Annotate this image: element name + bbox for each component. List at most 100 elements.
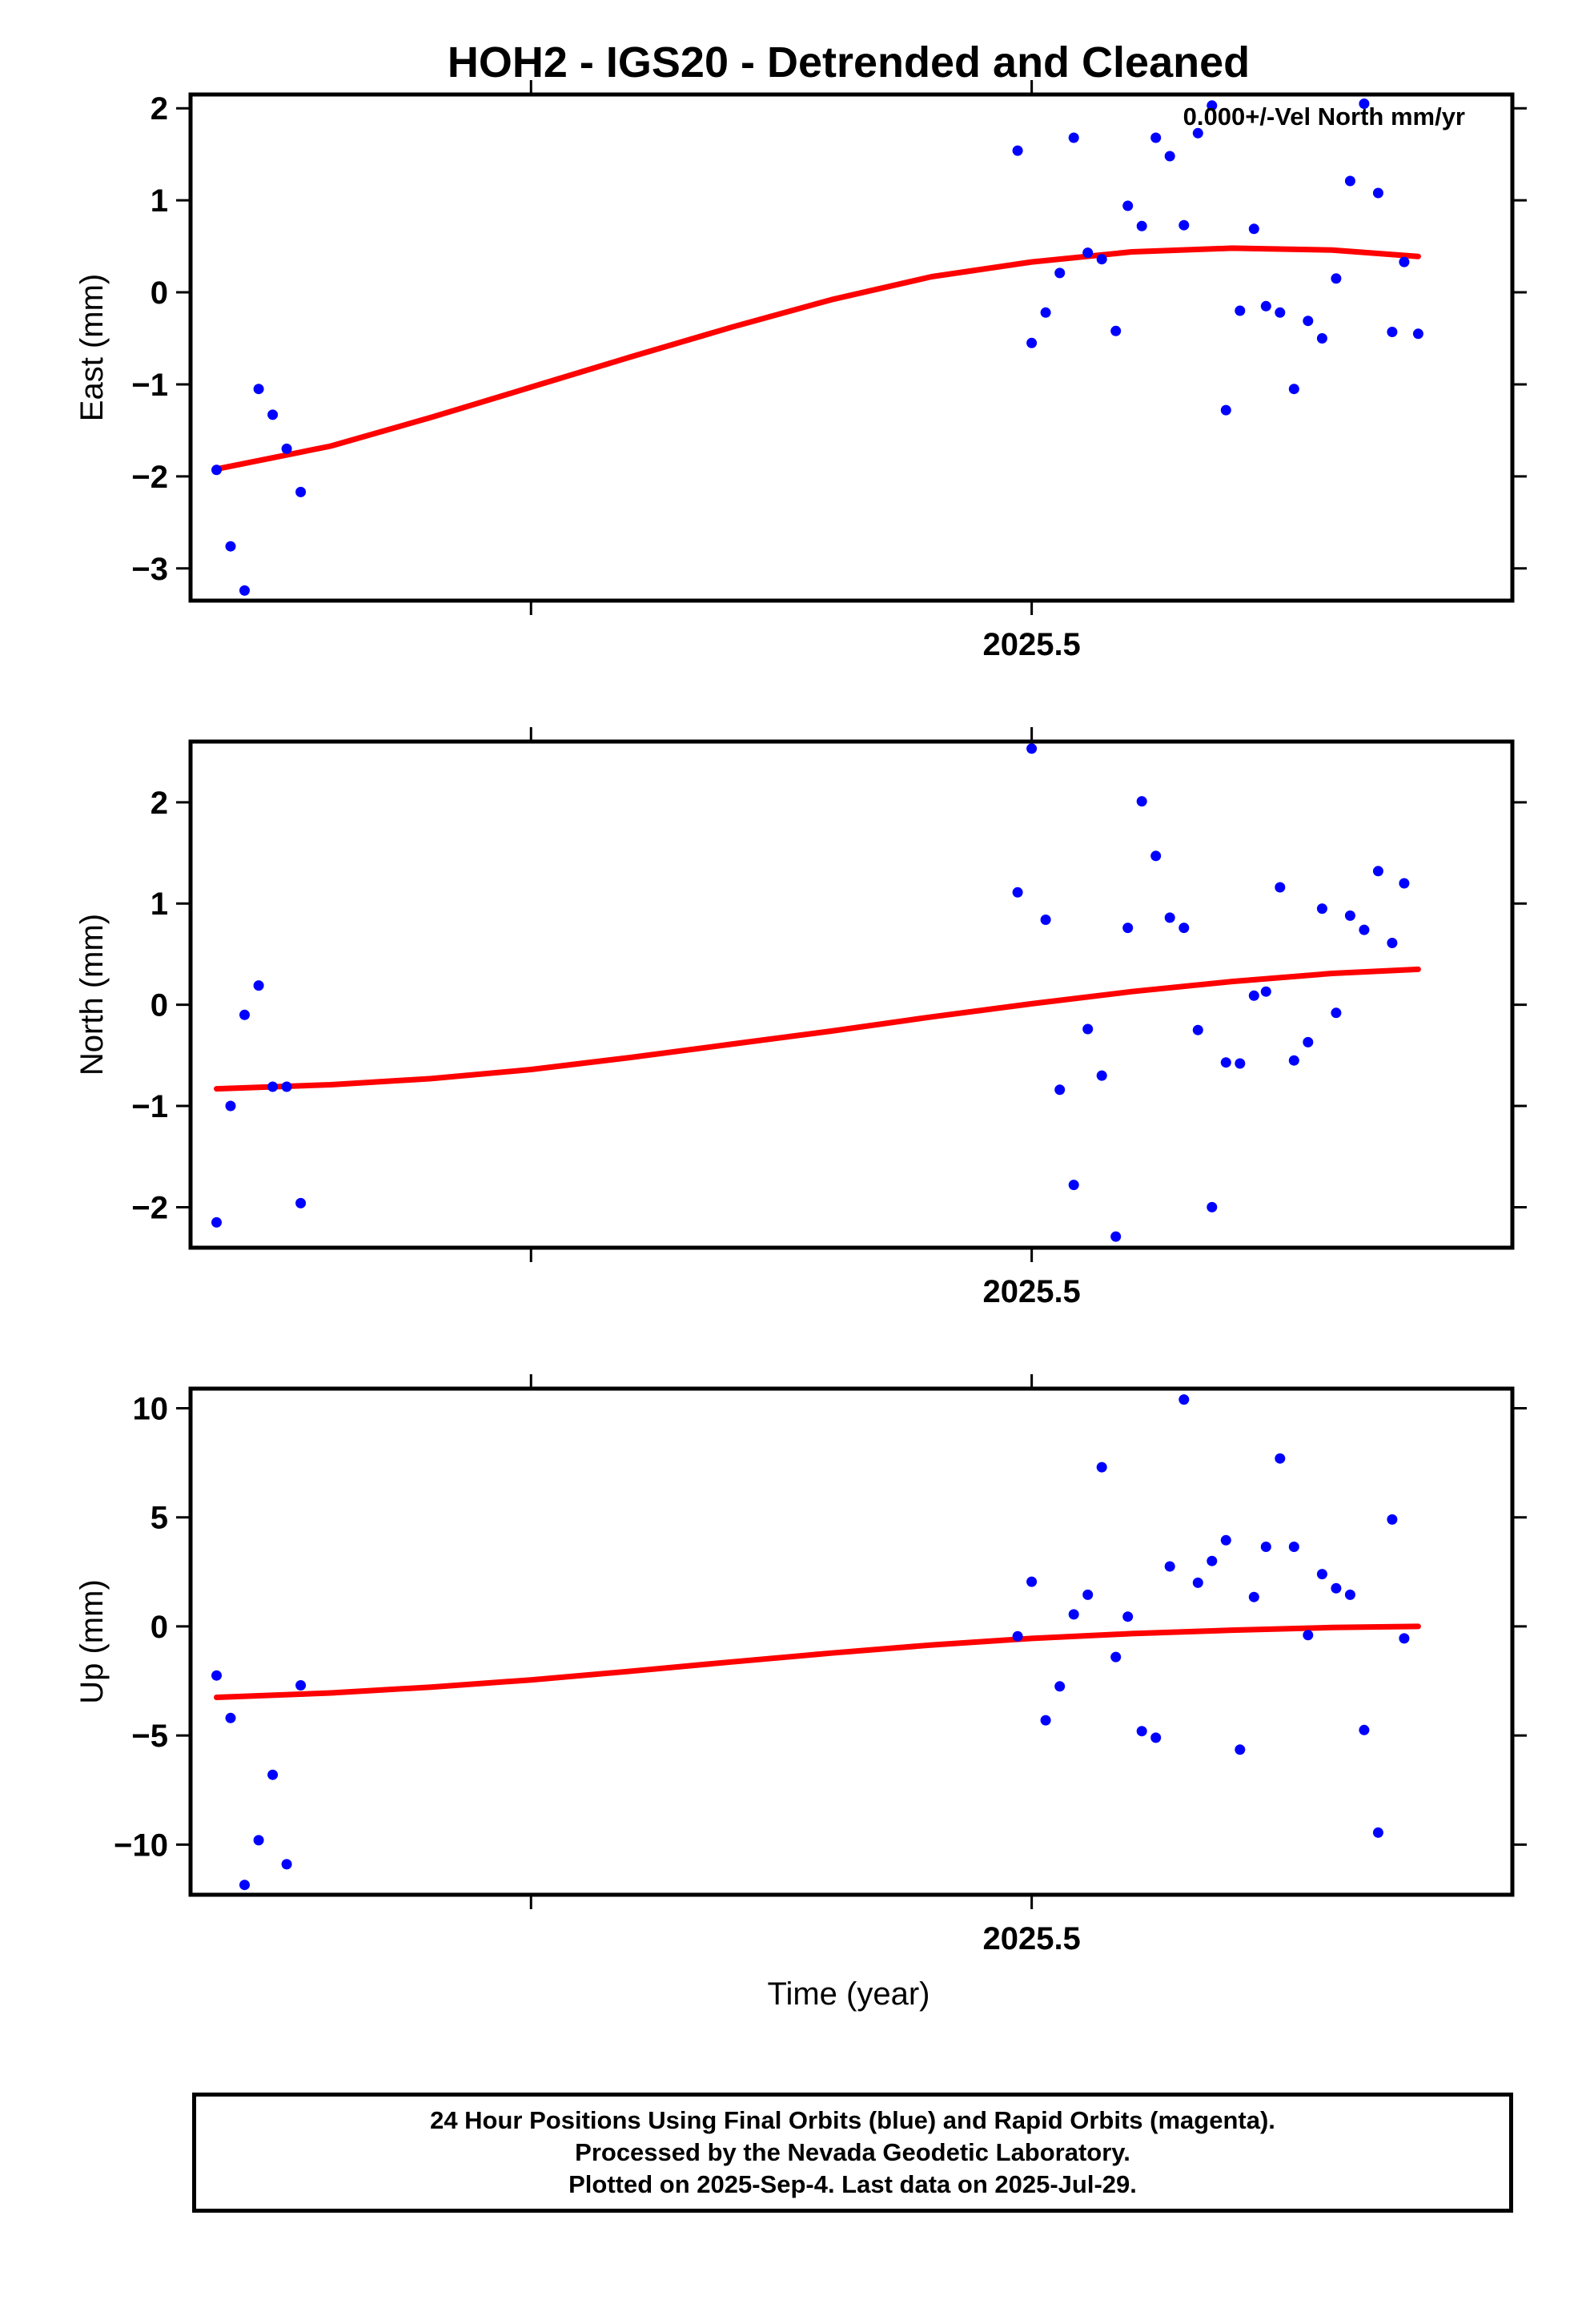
x-axis-label: Time (year) <box>768 1976 930 2012</box>
data-point <box>1248 1591 1259 1602</box>
caption-line-1: 24 Hour Positions Using Final Orbits (bl… <box>430 2106 1275 2134</box>
data-point <box>1235 1744 1246 1755</box>
data-point <box>267 1769 279 1780</box>
data-point <box>1372 1827 1383 1838</box>
data-point <box>295 1197 307 1208</box>
x-tick-label: 2025.5 <box>982 1274 1080 1309</box>
caption-box: 24 Hour Positions Using Final Orbits (bl… <box>192 2093 1513 2213</box>
data-point <box>1054 1681 1066 1692</box>
data-point <box>1040 915 1051 925</box>
data-point <box>1260 1542 1271 1552</box>
data-point <box>1082 1023 1094 1035</box>
data-point <box>1316 333 1327 344</box>
plot-frame <box>188 1386 1515 1897</box>
y-tick-label: 0 <box>151 988 168 1023</box>
data-point <box>267 1081 279 1092</box>
data-point <box>1303 316 1314 327</box>
data-point <box>1344 910 1355 921</box>
data-point <box>1096 1462 1107 1473</box>
data-point <box>1068 132 1079 143</box>
data-point <box>253 384 264 395</box>
data-point <box>1275 1453 1286 1464</box>
data-point <box>1082 1589 1094 1600</box>
data-point <box>1122 923 1134 934</box>
y-tick-label: 1 <box>151 183 168 219</box>
data-point <box>1316 1569 1327 1580</box>
data-point <box>1178 219 1190 231</box>
data-point <box>1275 882 1286 893</box>
data-point <box>211 464 222 476</box>
data-point <box>1054 267 1066 279</box>
data-point <box>281 1081 292 1092</box>
data-point <box>1164 151 1175 162</box>
data-point <box>1136 1726 1147 1737</box>
data-point <box>1303 1036 1314 1047</box>
data-point <box>1192 1024 1203 1035</box>
data-point <box>1054 1084 1066 1096</box>
data-point <box>1178 1394 1190 1405</box>
data-point <box>1275 307 1286 318</box>
data-point <box>1399 1633 1410 1644</box>
data-point <box>1164 1561 1175 1572</box>
y-tick-label: −1 <box>131 1089 168 1124</box>
data-point <box>1260 300 1271 312</box>
panel-1: −3 −2 −1 0 1 2 2025.5 East (mm) 0.000+/-Vel Nort… <box>74 80 1527 662</box>
plot-frame <box>188 92 1515 603</box>
data-point <box>1288 1542 1299 1552</box>
x-tick-label: 2025.5 <box>982 1921 1080 1956</box>
data-point <box>1372 866 1383 877</box>
data-point <box>1387 1514 1398 1525</box>
y-tick-label: 0 <box>151 275 168 311</box>
data-point <box>1122 200 1134 211</box>
data-point <box>1372 187 1383 199</box>
y-tick-label: −3 <box>131 552 168 587</box>
data-point <box>239 1880 250 1891</box>
data-point <box>1150 850 1162 862</box>
y-tick-label: 5 <box>151 1501 168 1536</box>
data-point <box>1248 990 1259 1001</box>
data-point <box>1012 1630 1023 1642</box>
data-point <box>225 1712 236 1723</box>
y-tick-label: 1 <box>151 887 168 922</box>
data-point <box>1344 1589 1355 1600</box>
y-tick-label: 2 <box>151 91 168 127</box>
data-point <box>1288 384 1299 395</box>
data-point <box>211 1670 222 1681</box>
data-point <box>1012 887 1023 898</box>
data-point <box>1068 1180 1079 1191</box>
data-point <box>1235 1058 1246 1069</box>
data-point <box>253 980 264 991</box>
data-point <box>1040 307 1051 318</box>
data-point <box>1082 247 1094 259</box>
data-point <box>1331 273 1342 284</box>
y-tick-label: 0 <box>151 1610 168 1645</box>
plot-frame <box>188 739 1515 1250</box>
data-point <box>1026 743 1038 754</box>
data-point <box>1359 1724 1370 1735</box>
data-point <box>1150 132 1162 143</box>
data-point <box>225 1100 236 1112</box>
data-point <box>1096 1070 1107 1081</box>
fit-line <box>214 966 1421 1092</box>
y-tick-label: 10 <box>133 1392 169 1427</box>
y-axis-label: North (mm) <box>74 914 110 1076</box>
data-point <box>1068 1609 1079 1620</box>
data-point <box>253 1835 264 1846</box>
data-point <box>1288 1055 1299 1066</box>
data-point <box>1344 175 1355 187</box>
data-point <box>1150 1732 1162 1743</box>
caption-line-2: Processed by the Nevada Geodetic Laborat… <box>575 2138 1130 2166</box>
data-point <box>1040 1715 1051 1726</box>
data-point <box>1399 256 1410 267</box>
y-tick-label: −10 <box>114 1827 168 1863</box>
data-point <box>1248 223 1259 235</box>
data-point <box>1359 99 1370 109</box>
y-tick-label: −5 <box>131 1719 168 1754</box>
data-point <box>1260 986 1271 997</box>
data-point <box>1207 1201 1218 1212</box>
data-point <box>1136 220 1147 231</box>
data-point <box>295 1680 307 1691</box>
y-axis-label: Up (mm) <box>74 1579 110 1704</box>
data-point <box>1387 938 1398 948</box>
data-point <box>1220 404 1231 416</box>
